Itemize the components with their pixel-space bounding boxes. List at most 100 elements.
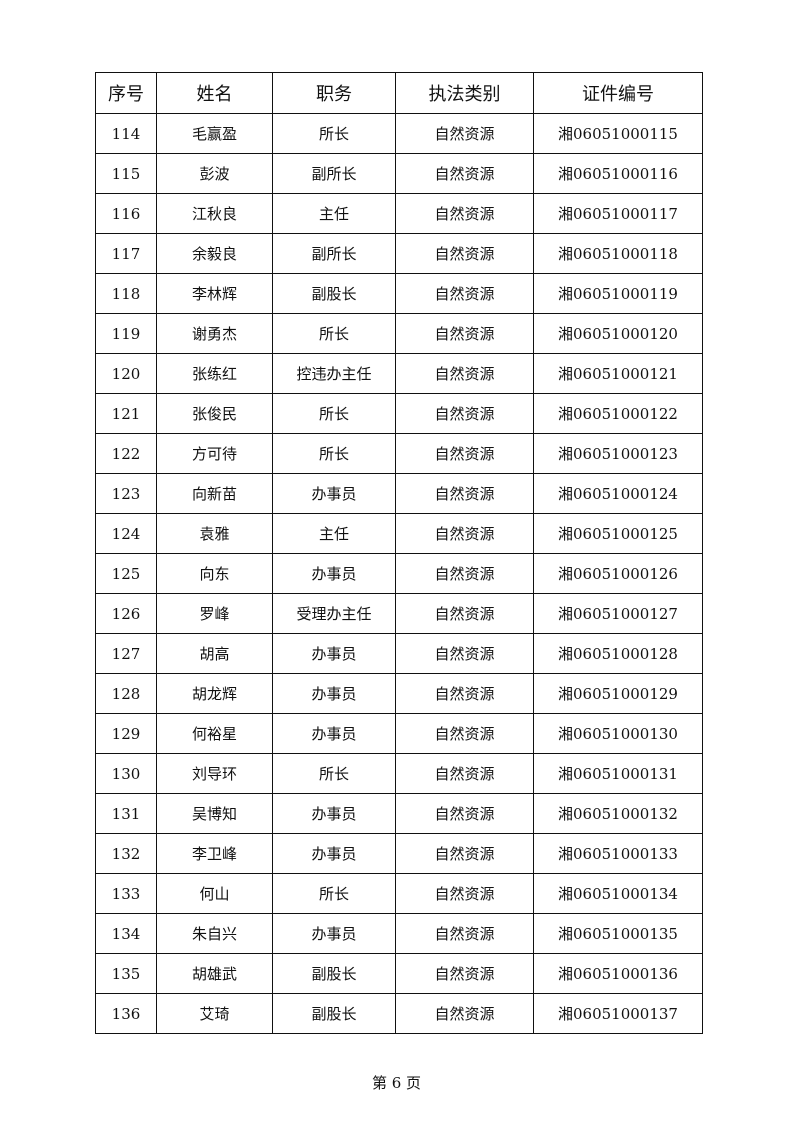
position-cell: 办事员 bbox=[272, 713, 396, 754]
index-cell: 132 bbox=[95, 833, 157, 874]
position-cell: 副股长 bbox=[272, 993, 396, 1034]
index-cell: 123 bbox=[95, 473, 157, 514]
index-cell: 128 bbox=[95, 673, 157, 714]
certificate-cell: 湘06051000117 bbox=[533, 193, 703, 234]
position-cell: 主任 bbox=[272, 513, 396, 554]
index-cell: 120 bbox=[95, 353, 157, 394]
category-cell: 自然资源 bbox=[395, 673, 534, 714]
header-certificate: 证件编号 bbox=[533, 72, 703, 114]
category-cell: 自然资源 bbox=[395, 353, 534, 394]
name-cell: 张俊民 bbox=[156, 393, 273, 434]
table-row: 121 张俊民 所长 自然资源 湘06051000122 bbox=[95, 393, 703, 434]
certificate-cell: 湘06051000123 bbox=[533, 433, 703, 474]
table-row: 126 罗峰 受理办主任 自然资源 湘06051000127 bbox=[95, 593, 703, 634]
name-cell: 罗峰 bbox=[156, 593, 273, 634]
index-cell: 134 bbox=[95, 913, 157, 954]
table-header-row: 序号 姓名 职务 执法类别 证件编号 bbox=[95, 72, 703, 114]
certificate-cell: 湘06051000137 bbox=[533, 993, 703, 1034]
name-cell: 袁雅 bbox=[156, 513, 273, 554]
certificate-cell: 湘06051000127 bbox=[533, 593, 703, 634]
index-cell: 135 bbox=[95, 953, 157, 994]
category-cell: 自然资源 bbox=[395, 913, 534, 954]
table-row: 119 谢勇杰 所长 自然资源 湘06051000120 bbox=[95, 313, 703, 354]
name-cell: 胡龙辉 bbox=[156, 673, 273, 714]
position-cell: 办事员 bbox=[272, 633, 396, 674]
table-row: 123 向新苗 办事员 自然资源 湘06051000124 bbox=[95, 473, 703, 514]
name-cell: 胡高 bbox=[156, 633, 273, 674]
name-cell: 何山 bbox=[156, 873, 273, 914]
name-cell: 江秋良 bbox=[156, 193, 273, 234]
certificate-cell: 湘06051000116 bbox=[533, 153, 703, 194]
certificate-cell: 湘06051000130 bbox=[533, 713, 703, 754]
certificate-cell: 湘06051000136 bbox=[533, 953, 703, 994]
position-cell: 所长 bbox=[272, 313, 396, 354]
certificate-cell: 湘06051000115 bbox=[533, 113, 703, 154]
index-cell: 114 bbox=[95, 113, 157, 154]
name-cell: 吴博知 bbox=[156, 793, 273, 834]
index-cell: 126 bbox=[95, 593, 157, 634]
table-row: 131 吴博知 办事员 自然资源 湘06051000132 bbox=[95, 793, 703, 834]
certificate-cell: 湘06051000125 bbox=[533, 513, 703, 554]
table-row: 134 朱自兴 办事员 自然资源 湘06051000135 bbox=[95, 913, 703, 954]
index-cell: 133 bbox=[95, 873, 157, 914]
index-cell: 127 bbox=[95, 633, 157, 674]
index-cell: 125 bbox=[95, 553, 157, 594]
index-cell: 118 bbox=[95, 273, 157, 314]
position-cell: 办事员 bbox=[272, 553, 396, 594]
header-index: 序号 bbox=[95, 72, 157, 114]
personnel-table: 序号 姓名 职务 执法类别 证件编号 114 毛赢盈 所长 自然资源 湘06051000… bbox=[95, 72, 703, 1034]
certificate-cell: 湘06051000126 bbox=[533, 553, 703, 594]
name-cell: 何裕星 bbox=[156, 713, 273, 754]
name-cell: 谢勇杰 bbox=[156, 313, 273, 354]
position-cell: 受理办主任 bbox=[272, 593, 396, 634]
table-row: 125 向东 办事员 自然资源 湘06051000126 bbox=[95, 553, 703, 594]
index-cell: 136 bbox=[95, 993, 157, 1034]
index-cell: 119 bbox=[95, 313, 157, 354]
position-cell: 所长 bbox=[272, 753, 396, 794]
certificate-cell: 湘06051000134 bbox=[533, 873, 703, 914]
name-cell: 方可待 bbox=[156, 433, 273, 474]
position-cell: 副股长 bbox=[272, 273, 396, 314]
position-cell: 主任 bbox=[272, 193, 396, 234]
category-cell: 自然资源 bbox=[395, 433, 534, 474]
category-cell: 自然资源 bbox=[395, 633, 534, 674]
category-cell: 自然资源 bbox=[395, 393, 534, 434]
name-cell: 艾琦 bbox=[156, 993, 273, 1034]
index-cell: 124 bbox=[95, 513, 157, 554]
index-cell: 121 bbox=[95, 393, 157, 434]
table-row: 117 余毅良 副所长 自然资源 湘06051000118 bbox=[95, 233, 703, 274]
table-row: 115 彭波 副所长 自然资源 湘06051000116 bbox=[95, 153, 703, 194]
position-cell: 办事员 bbox=[272, 833, 396, 874]
category-cell: 自然资源 bbox=[395, 793, 534, 834]
certificate-cell: 湘06051000124 bbox=[533, 473, 703, 514]
certificate-cell: 湘06051000121 bbox=[533, 353, 703, 394]
table-row: 135 胡雄武 副股长 自然资源 湘06051000136 bbox=[95, 953, 703, 994]
position-cell: 所长 bbox=[272, 113, 396, 154]
certificate-cell: 湘06051000135 bbox=[533, 913, 703, 954]
category-cell: 自然资源 bbox=[395, 953, 534, 994]
name-cell: 刘导环 bbox=[156, 753, 273, 794]
certificate-cell: 湘06051000128 bbox=[533, 633, 703, 674]
position-cell: 办事员 bbox=[272, 473, 396, 514]
index-cell: 131 bbox=[95, 793, 157, 834]
header-position: 职务 bbox=[272, 72, 396, 114]
category-cell: 自然资源 bbox=[395, 193, 534, 234]
table-row: 124 袁雅 主任 自然资源 湘06051000125 bbox=[95, 513, 703, 554]
category-cell: 自然资源 bbox=[395, 753, 534, 794]
table-body: 114 毛赢盈 所长 自然资源 湘06051000115 115 彭波 副所长 自然资源 湘060… bbox=[95, 113, 703, 1034]
table-row: 129 何裕星 办事员 自然资源 湘06051000130 bbox=[95, 713, 703, 754]
name-cell: 向新苗 bbox=[156, 473, 273, 514]
category-cell: 自然资源 bbox=[395, 833, 534, 874]
name-cell: 朱自兴 bbox=[156, 913, 273, 954]
name-cell: 毛赢盈 bbox=[156, 113, 273, 154]
header-name: 姓名 bbox=[156, 72, 273, 114]
position-cell: 所长 bbox=[272, 873, 396, 914]
category-cell: 自然资源 bbox=[395, 593, 534, 634]
index-cell: 130 bbox=[95, 753, 157, 794]
name-cell: 彭波 bbox=[156, 153, 273, 194]
certificate-cell: 湘06051000133 bbox=[533, 833, 703, 874]
certificate-cell: 湘06051000122 bbox=[533, 393, 703, 434]
table-row: 114 毛赢盈 所长 自然资源 湘06051000115 bbox=[95, 113, 703, 154]
table-row: 128 胡龙辉 办事员 自然资源 湘06051000129 bbox=[95, 673, 703, 714]
table-row: 133 何山 所长 自然资源 湘06051000134 bbox=[95, 873, 703, 914]
